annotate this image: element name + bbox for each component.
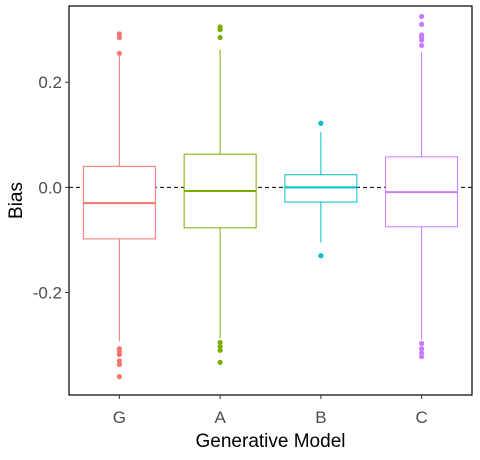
box-group-g: G (82, 31, 156, 427)
outlier-point (419, 21, 425, 27)
box-iqr (284, 174, 358, 203)
outlier-point (116, 351, 122, 358)
outlier-point (419, 42, 425, 49)
outlier-point (116, 31, 122, 37)
outlier-point (116, 374, 122, 380)
y-tick-label: -0.2 (33, 283, 62, 302)
outlier-point (116, 358, 122, 364)
box-group-b: B (284, 120, 358, 427)
x-axis-title: Generative Model (196, 431, 346, 452)
y-axis-title: Bias (6, 182, 27, 219)
x-tick-label: G (113, 408, 126, 427)
outlier-point (217, 344, 223, 350)
box-group-a: A (183, 24, 257, 427)
outlier-point (217, 24, 223, 30)
outlier-point (318, 253, 324, 259)
y-tick-label: 0.2 (38, 73, 62, 92)
x-tick-label: C (415, 408, 427, 427)
outlier-point (217, 347, 223, 353)
outlier-point (419, 340, 425, 347)
box-group-c: C (385, 13, 459, 427)
outlier-point (419, 32, 425, 38)
outlier-point (217, 359, 223, 366)
x-tick-label: A (214, 408, 226, 427)
outlier-point (116, 361, 122, 368)
outlier-point (217, 339, 223, 346)
outlier-point (419, 346, 425, 352)
outlier-point (419, 354, 425, 360)
outlier-point (116, 34, 122, 41)
plot-area: -0.2 0.0 0.2 G A B C (33, 5, 473, 427)
outlier-point (116, 50, 122, 56)
outlier-point (419, 13, 425, 20)
outlier-point (318, 120, 324, 126)
y-tick-label: 0.0 (38, 178, 62, 197)
x-tick-label: B (315, 408, 326, 427)
outlier-point (217, 34, 223, 41)
plot-panel-border (68, 5, 473, 396)
outlier-point (419, 350, 425, 356)
